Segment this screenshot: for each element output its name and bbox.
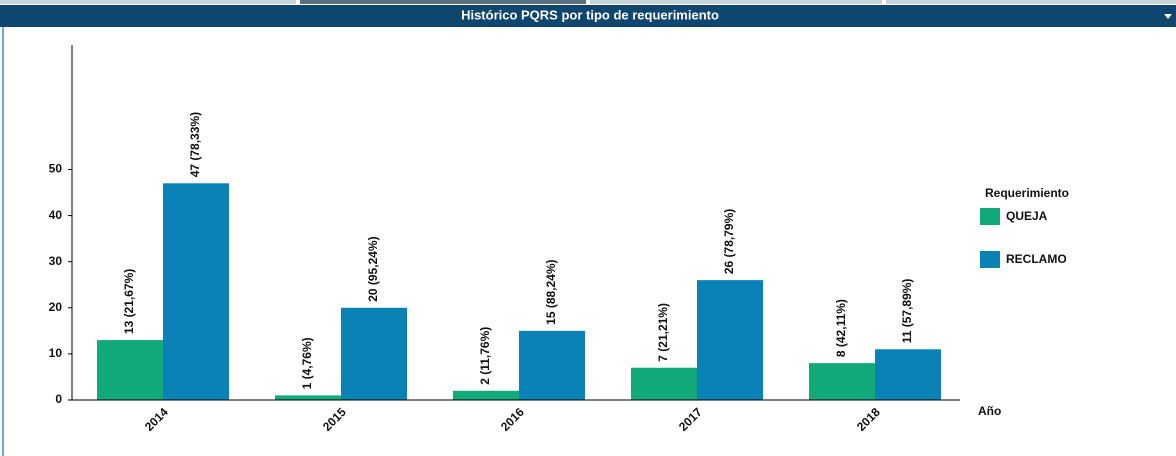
- y-tick-label: 40: [49, 208, 63, 222]
- y-tick-label: 30: [49, 254, 63, 268]
- value-label: 11 (57,89%): [900, 279, 914, 344]
- bar: [341, 307, 407, 400]
- value-label: 1 (4,76%): [300, 337, 314, 389]
- header-bar: [0, 5, 1176, 27]
- legend-title: Requerimiento: [985, 186, 1069, 200]
- y-tick-label: 10: [49, 346, 63, 360]
- tab: [0, 0, 296, 4]
- bar: [519, 330, 585, 400]
- bar: [809, 363, 875, 400]
- bar: [875, 349, 941, 400]
- legend-swatch: [980, 251, 1000, 268]
- value-label: 2 (11,76%): [478, 327, 492, 385]
- bar: [453, 390, 519, 400]
- y-tick-label: 20: [49, 300, 63, 314]
- tab: [886, 0, 1176, 4]
- value-label: 7 (21,21%): [656, 303, 670, 362]
- legend-label: RECLAMO: [1006, 252, 1067, 266]
- value-label: 20 (95,24%): [366, 236, 380, 301]
- legend-label: QUEJA: [1006, 209, 1048, 223]
- bar: [97, 340, 163, 400]
- value-label: 15 (88,24%): [544, 259, 558, 324]
- tab: [590, 0, 882, 4]
- value-label: 47 (78,33%): [188, 112, 202, 177]
- bar: [275, 395, 341, 400]
- value-label: 13 (21,67%): [122, 269, 136, 334]
- bar: [697, 280, 763, 400]
- dropdown-arrow[interactable]: [1164, 14, 1172, 19]
- legend-swatch: [980, 208, 1000, 225]
- x-axis-label: Año: [978, 404, 1001, 418]
- value-label: 26 (78,79%): [722, 209, 736, 274]
- tab: [300, 0, 586, 4]
- value-label: 8 (42,11%): [834, 299, 848, 357]
- y-tick-label: 50: [49, 162, 63, 176]
- chart-title: Histórico PQRS por tipo de requerimiento: [461, 7, 719, 22]
- y-tick-label: 0: [55, 392, 62, 406]
- bar: [163, 183, 229, 400]
- bar: [631, 367, 697, 400]
